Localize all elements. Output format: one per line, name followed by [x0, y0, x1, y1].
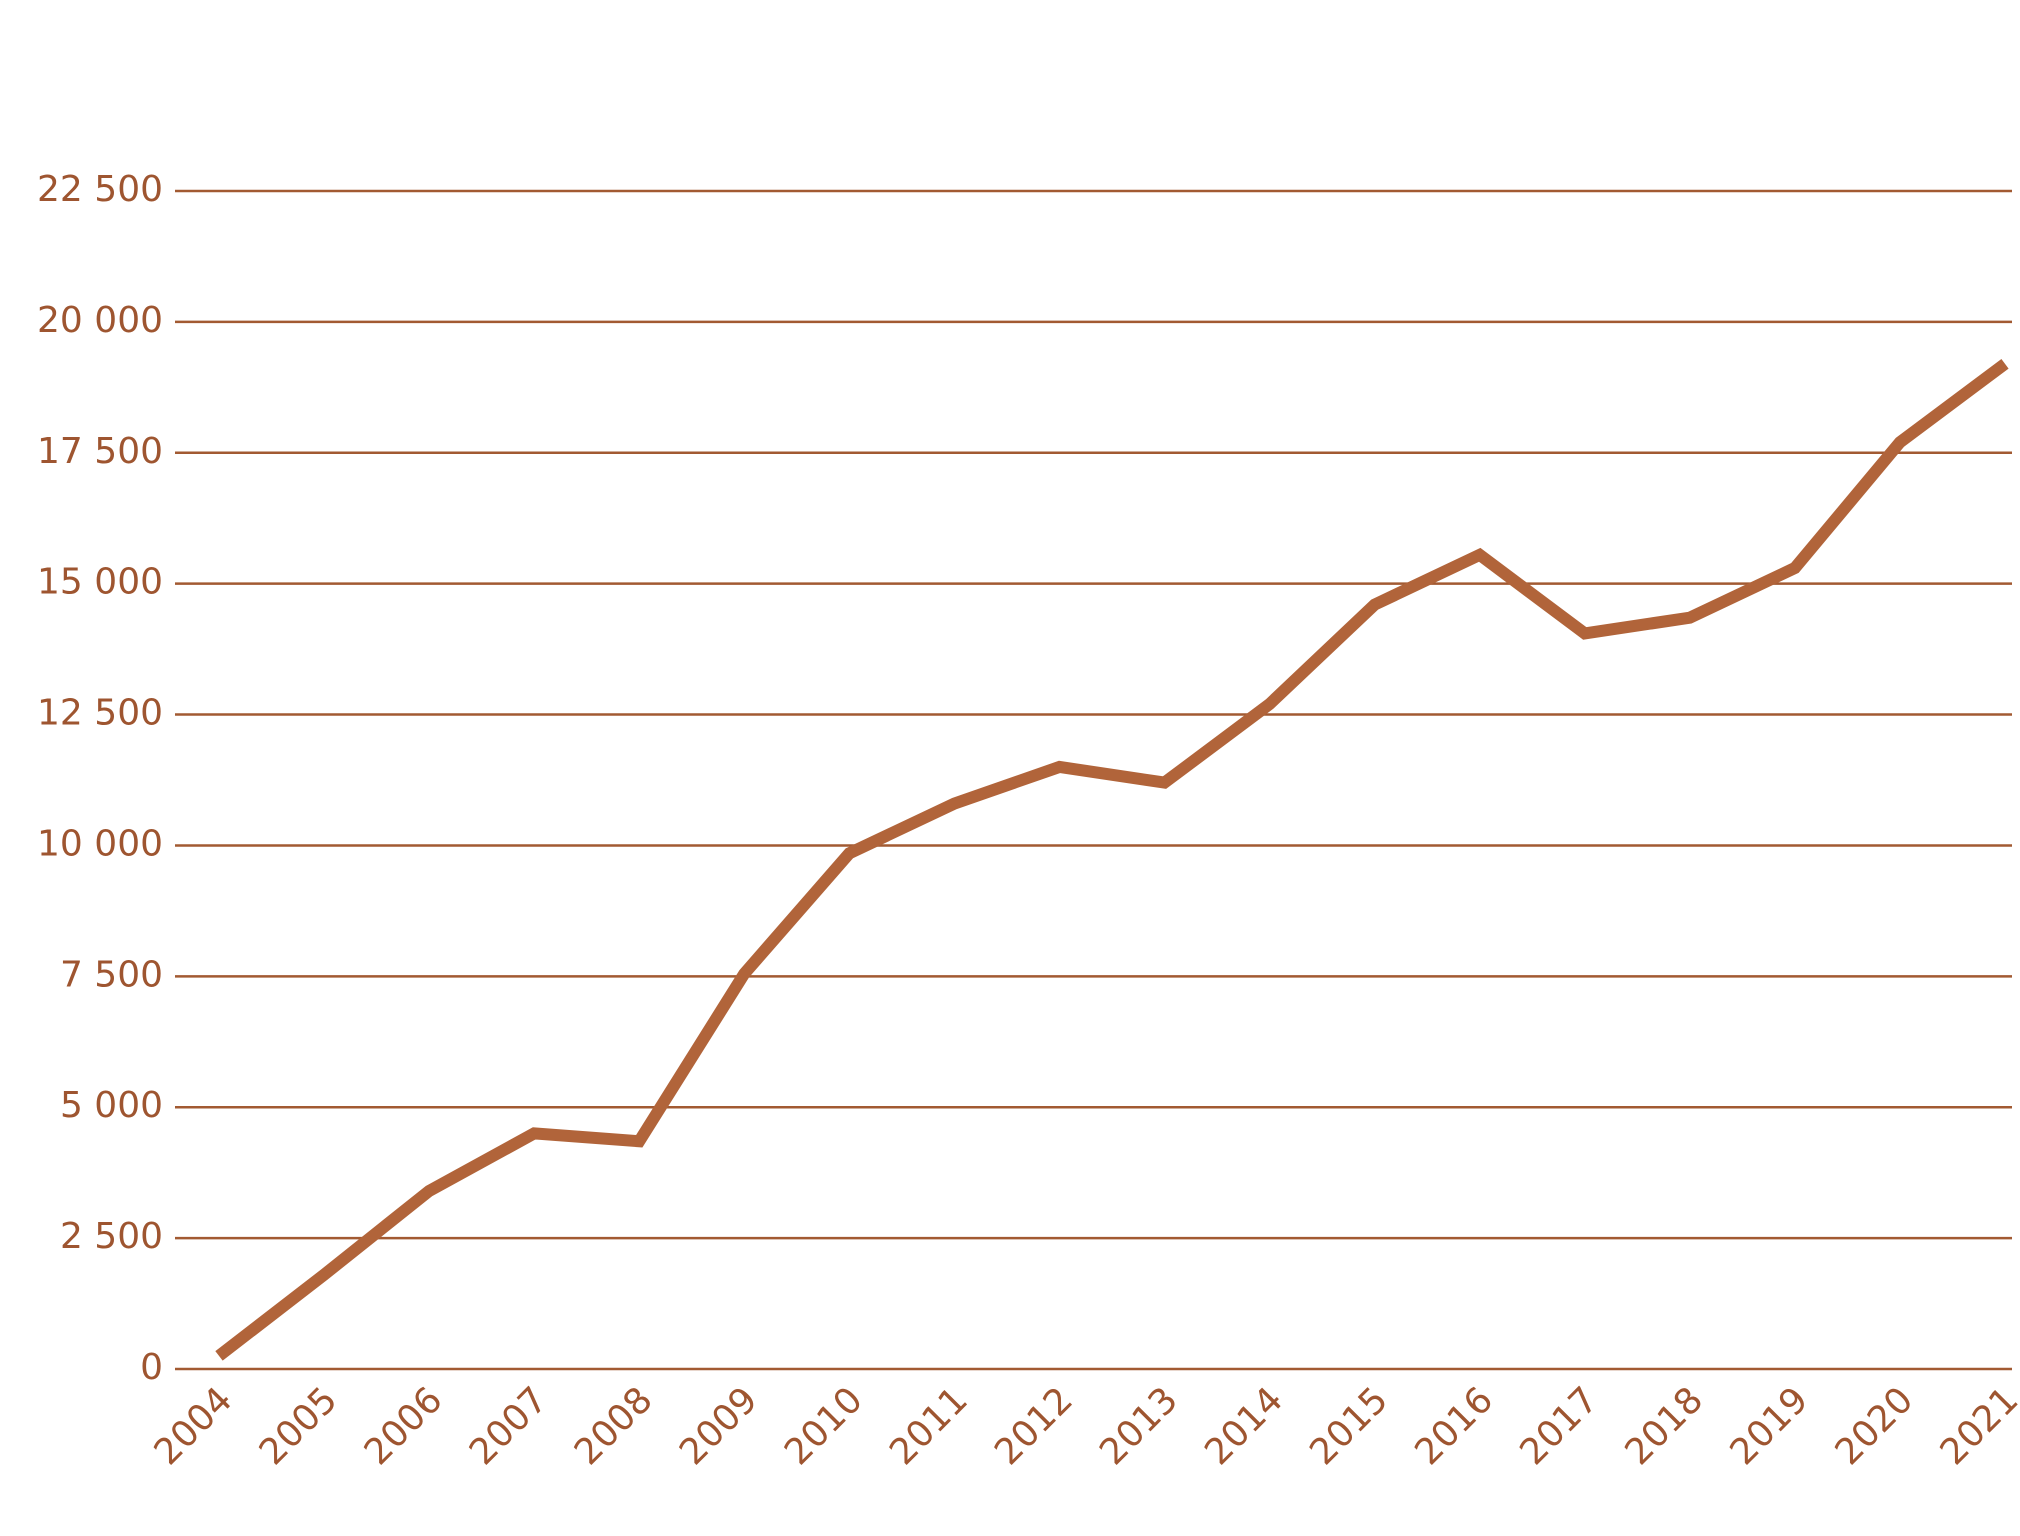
x-tick-label: 2015	[1302, 1379, 1396, 1473]
x-tick-label: 2006	[357, 1379, 451, 1473]
y-tick-label: 10 000	[37, 823, 163, 864]
x-tick-label: 2018	[1617, 1379, 1711, 1473]
x-tick-label: 2011	[882, 1379, 976, 1473]
y-tick-label: 0	[140, 1347, 163, 1388]
y-tick-label: 5 000	[60, 1085, 163, 1126]
y-tick-label: 12 500	[37, 693, 163, 734]
x-tick-label: 2017	[1512, 1379, 1606, 1473]
x-tick-label: 2008	[567, 1379, 661, 1473]
x-tick-label: 2020	[1828, 1379, 1922, 1473]
x-tick-label: 2016	[1407, 1379, 1501, 1473]
data-line	[215, 358, 2009, 1361]
x-tick-label: 2013	[1092, 1379, 1186, 1473]
x-tick-label: 2019	[1723, 1379, 1817, 1473]
x-tick-label: 2012	[987, 1379, 1081, 1473]
x-tick-label: 2009	[672, 1379, 766, 1473]
y-tick-label: 7 500	[60, 954, 163, 995]
y-tick-label: 15 000	[37, 562, 163, 603]
x-tick-label: 2007	[462, 1379, 556, 1473]
x-tick-label: 2014	[1197, 1379, 1291, 1473]
y-tick-label: 22 500	[37, 169, 163, 210]
x-tick-label: 2004	[147, 1379, 241, 1473]
x-tick-label: 2021	[1933, 1379, 2020, 1473]
y-tick-label: 2 500	[60, 1216, 163, 1257]
y-tick-label: 20 000	[37, 300, 163, 341]
x-tick-label: 2010	[777, 1379, 871, 1473]
y-tick-label: 17 500	[37, 431, 163, 472]
x-tick-label: 2005	[252, 1379, 346, 1473]
